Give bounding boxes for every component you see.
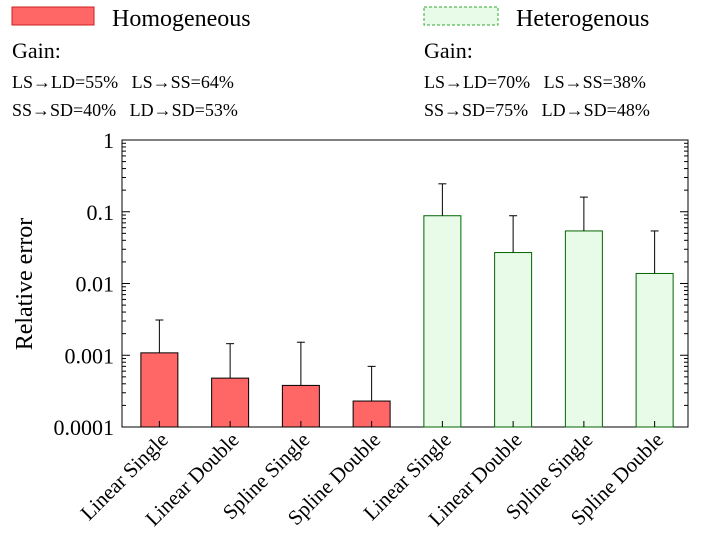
bar xyxy=(140,352,179,428)
gain-annotation-homogeneous: Gain: LS→LD=55% LS→SS=64% SS→SD=40% LD→S… xyxy=(12,38,238,120)
gain-line: SS→SD=75% LD→SD=48% xyxy=(424,100,650,120)
legend-label-heterogenous: Heterogenous xyxy=(516,6,649,32)
y-tick-label: 0.01 xyxy=(76,272,115,297)
y-tick-label: 0.1 xyxy=(87,200,115,225)
bar xyxy=(635,272,674,428)
legend-label-homogeneous: Homogeneous xyxy=(112,6,251,32)
gain-line: LS→LD=70% LS→SS=38% xyxy=(424,72,646,92)
bar xyxy=(564,230,603,428)
plot-frame xyxy=(121,139,689,428)
bar xyxy=(494,252,533,428)
bar xyxy=(281,384,320,428)
gain-line: LS→LD=55% LS→SS=64% xyxy=(12,72,234,92)
error-bars xyxy=(155,183,659,427)
bar xyxy=(211,377,250,428)
gain-line: SS→SD=40% LD→SD=53% xyxy=(12,100,238,120)
legend: Homogeneous Heterogenous xyxy=(11,6,649,32)
y-ticks: 1 0.1 0.01 0.001 0.0001 xyxy=(54,128,688,440)
y-axis-label: Relative error xyxy=(12,218,38,351)
gain-title: Gain: xyxy=(12,38,61,63)
gain-title: Gain: xyxy=(424,38,473,63)
bar xyxy=(423,215,462,428)
y-tick-label: 1 xyxy=(103,128,114,153)
y-tick-label: 0.0001 xyxy=(54,415,115,440)
legend-swatch-heterogenous xyxy=(423,6,499,26)
y-tick-label: 0.001 xyxy=(65,343,115,368)
gain-annotation-heterogenous: Gain: LS→LD=70% LS→SS=38% SS→SD=75% LD→S… xyxy=(424,38,650,120)
bars xyxy=(140,215,674,428)
legend-swatch-homogeneous xyxy=(11,6,95,26)
